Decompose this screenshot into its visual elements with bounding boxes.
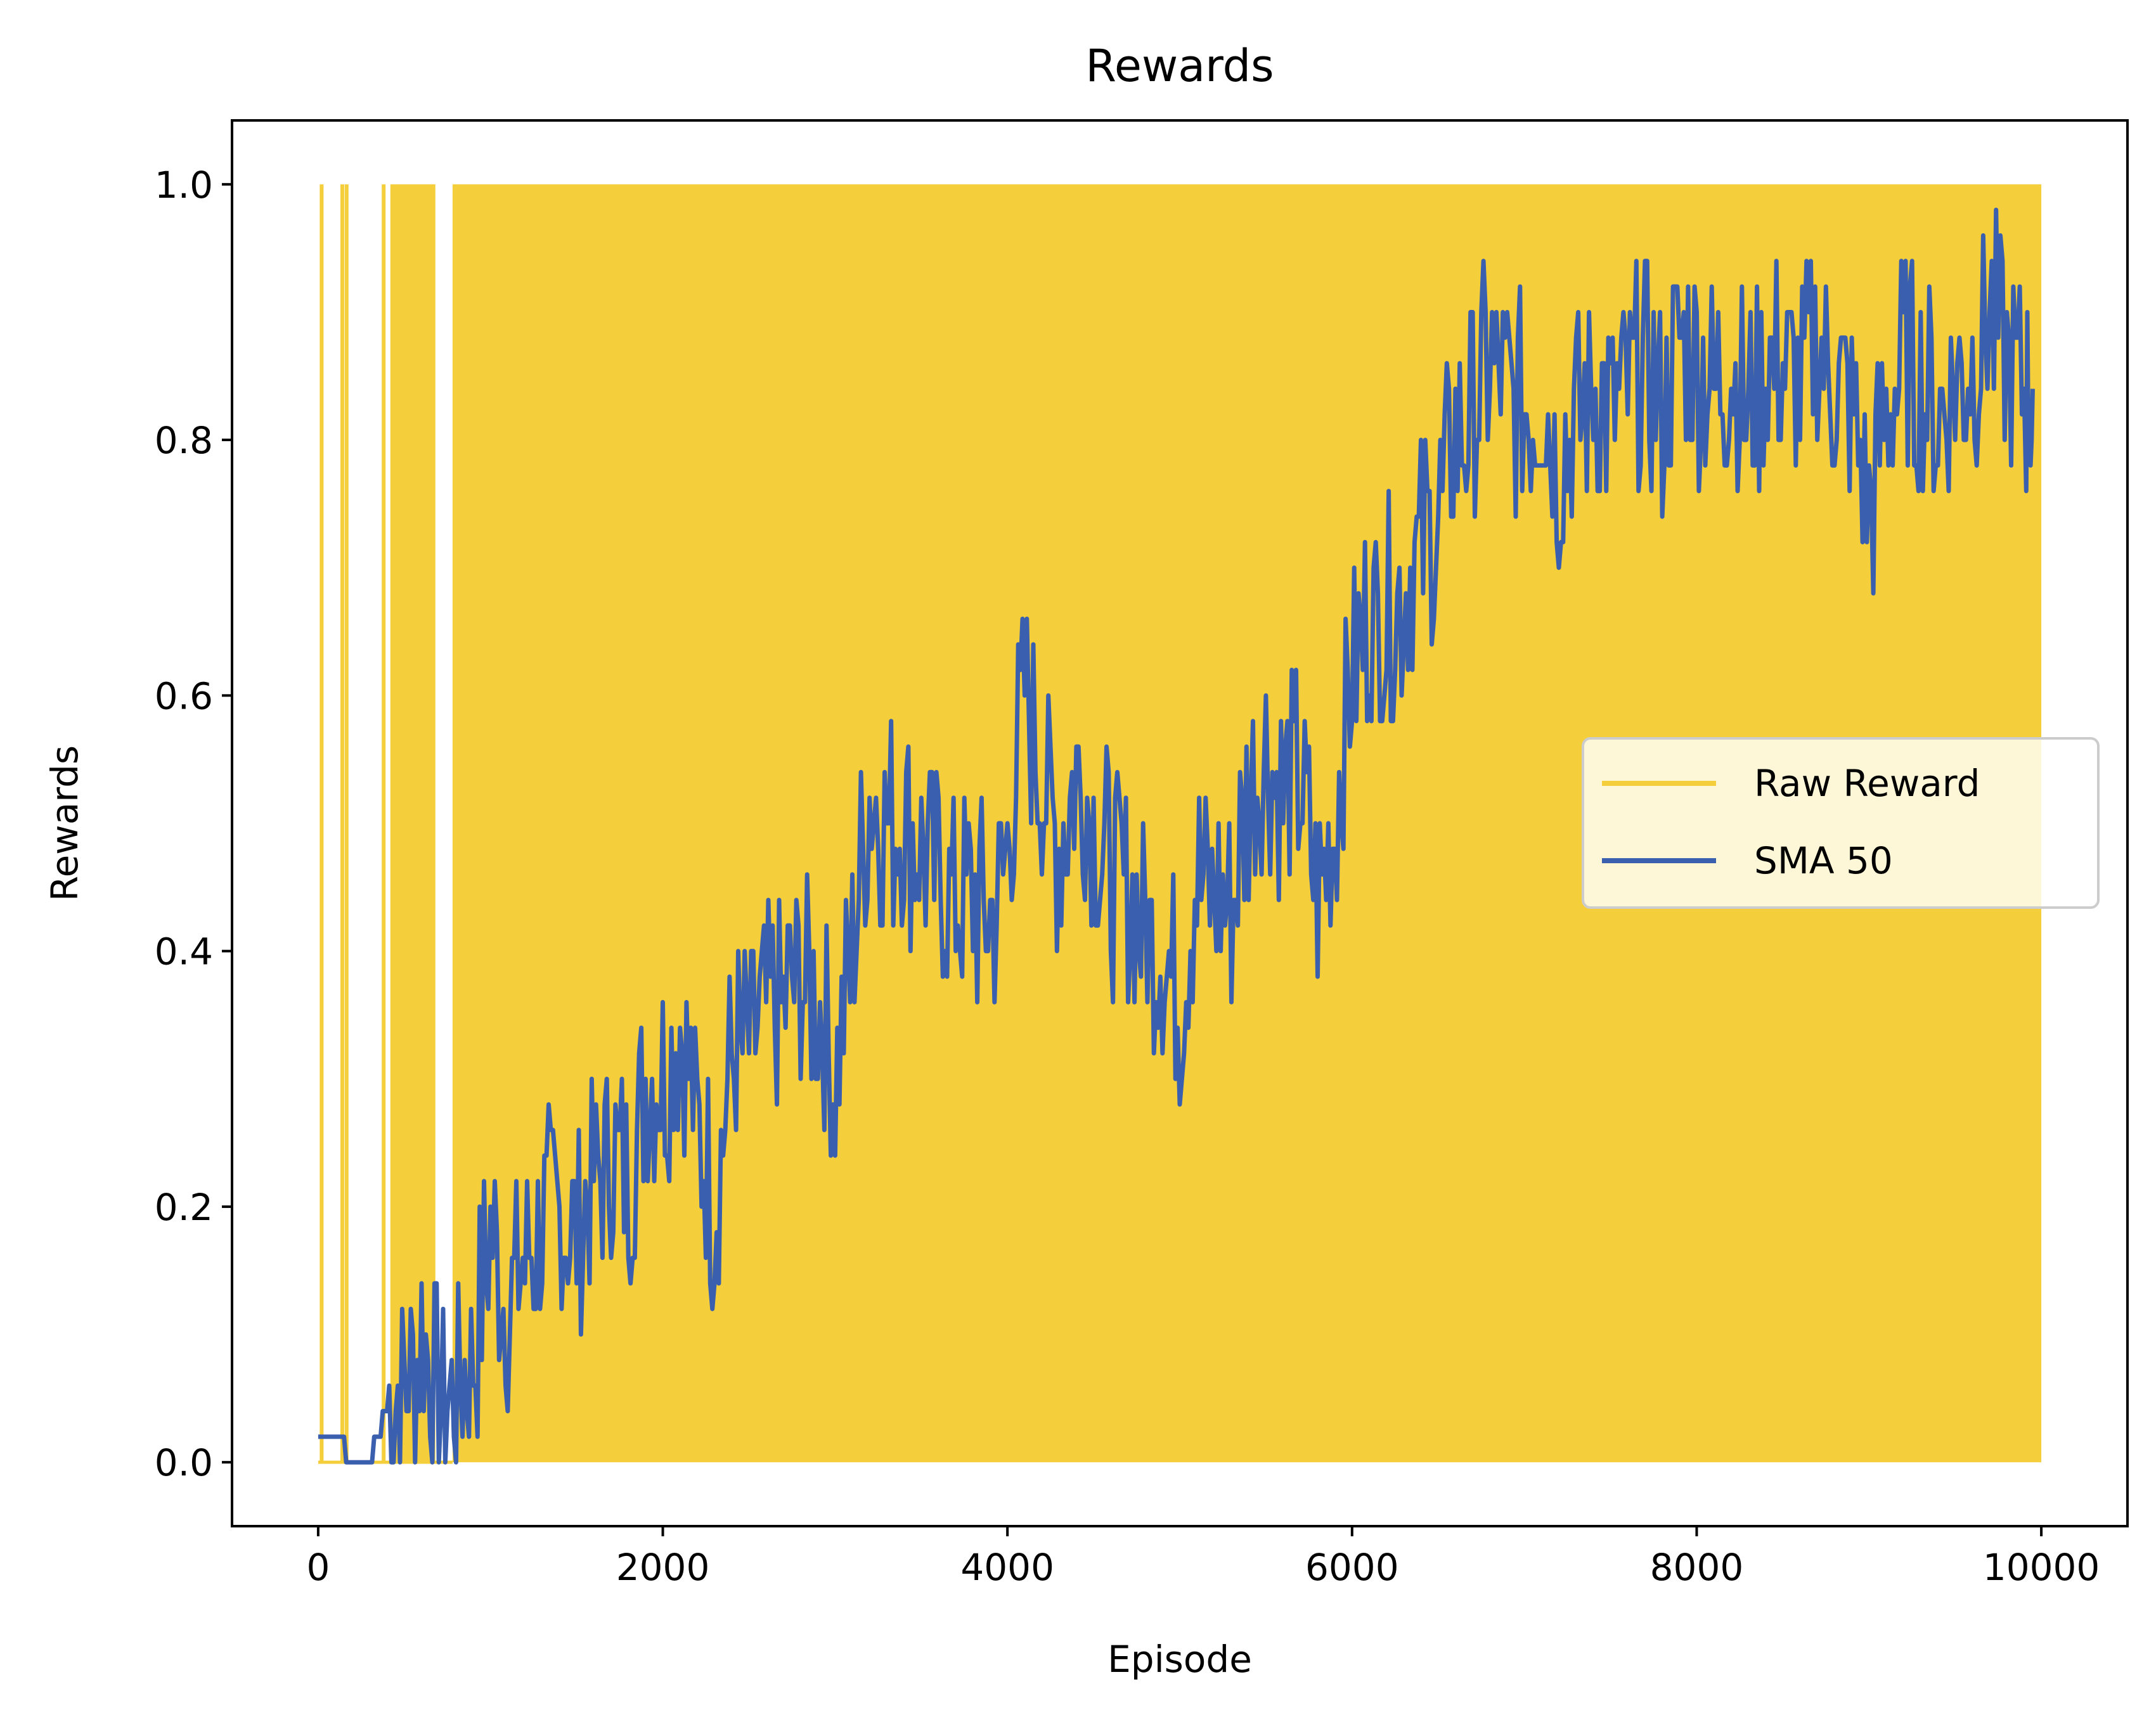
y-tick-label: 0.8 — [155, 419, 213, 462]
y-tick-label: 0.2 — [155, 1186, 213, 1229]
raw-reward-early-block — [392, 184, 436, 1463]
axes-frame — [231, 119, 2129, 1527]
x-axis-title: Episode — [1107, 1638, 1252, 1681]
legend-label-raw-reward: Raw Reward — [1754, 762, 1980, 805]
x-tick-label: 2000 — [616, 1546, 710, 1589]
legend-box — [1582, 737, 2100, 909]
x-axis: 0 2000 4000 6000 8000 10000 — [306, 1526, 2100, 1589]
x-tick-label: 0 — [306, 1546, 330, 1589]
legend: Raw Reward SMA 50 — [1582, 737, 2100, 909]
y-tick-label: 0.4 — [155, 930, 213, 973]
chart-title: Rewards — [1085, 40, 1274, 92]
y-axis-title: Rewards — [43, 745, 86, 901]
sma-50-line — [318, 207, 2035, 1465]
legend-label-sma-50: SMA 50 — [1754, 839, 1893, 882]
x-tick-label: 8000 — [1650, 1546, 1744, 1589]
x-tick-label: 10000 — [1983, 1546, 2100, 1589]
x-tick-label: 4000 — [960, 1546, 1054, 1589]
y-axis: 0.0 0.2 0.4 0.6 0.8 1.0 — [155, 164, 232, 1484]
y-tick-label: 1.0 — [155, 164, 213, 207]
y-tick-label: 0.0 — [155, 1441, 213, 1484]
x-tick-label: 6000 — [1305, 1546, 1399, 1589]
y-tick-label: 0.6 — [155, 674, 213, 717]
